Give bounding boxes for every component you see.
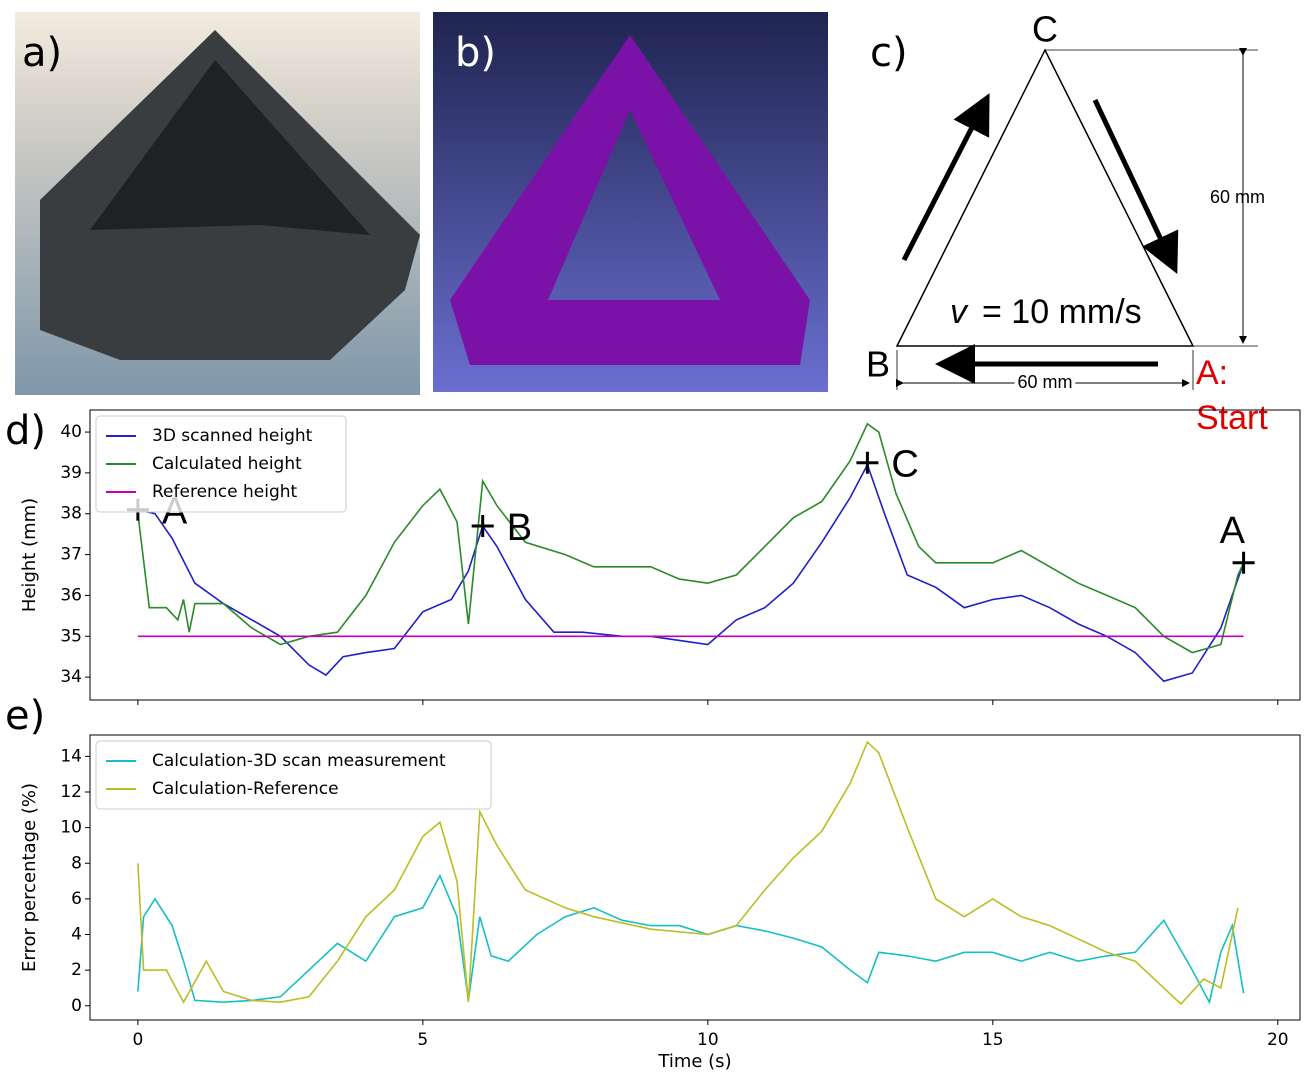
y-tick-label: 39 bbox=[60, 463, 82, 483]
legend-label: Calculated height bbox=[152, 454, 302, 474]
panel-label: b) bbox=[455, 30, 496, 76]
speed-symbol: v bbox=[950, 293, 969, 331]
y-tick-label: 10 bbox=[60, 818, 82, 838]
panel-label: a) bbox=[22, 30, 62, 76]
x-tick-label: 10 bbox=[697, 1030, 719, 1050]
legend-label: 3D scanned height bbox=[152, 426, 313, 446]
y-tick-label: 37 bbox=[60, 545, 82, 565]
y-tick-label: 6 bbox=[71, 889, 82, 909]
legend-label: Reference height bbox=[152, 482, 298, 502]
dimension-label: 60 mm bbox=[1210, 187, 1265, 207]
y-tick-label: 35 bbox=[60, 626, 82, 646]
annotation-marker bbox=[472, 515, 494, 537]
vertex-label: B bbox=[866, 344, 890, 385]
legend-label: Calculation-Reference bbox=[152, 779, 339, 799]
start-label: A: bbox=[1196, 354, 1228, 392]
start-label: Start bbox=[1196, 399, 1268, 437]
panel-label: e) bbox=[5, 693, 45, 739]
annotation-label: A bbox=[1220, 510, 1246, 552]
annotation-label: B bbox=[507, 507, 532, 549]
x-axis-label: Time (s) bbox=[657, 1051, 731, 1072]
y-axis-label: Height (mm) bbox=[19, 498, 40, 612]
y-tick-label: 36 bbox=[60, 585, 82, 605]
y-tick-label: 8 bbox=[71, 853, 82, 873]
y-tick-label: 2 bbox=[71, 960, 82, 980]
annotation-label: C bbox=[891, 444, 918, 486]
diagram bbox=[897, 50, 1258, 390]
annotation-marker bbox=[1233, 552, 1255, 574]
vertex-label: C bbox=[1032, 9, 1058, 50]
dimension-label: 60 mm bbox=[1017, 372, 1072, 392]
x-tick-label: 5 bbox=[417, 1030, 428, 1050]
y-tick-label: 38 bbox=[60, 504, 82, 524]
y-axis-label: Error percentage (%) bbox=[19, 783, 40, 972]
x-tick-label: 0 bbox=[132, 1030, 143, 1050]
y-tick-label: 40 bbox=[60, 422, 82, 442]
x-tick-label: 20 bbox=[1267, 1030, 1289, 1050]
panel-label: c) bbox=[870, 30, 908, 76]
panel-label: d) bbox=[5, 408, 46, 454]
legend-label: Calculation-3D scan measurement bbox=[152, 751, 446, 771]
y-tick-label: 34 bbox=[60, 667, 82, 687]
y-tick-label: 0 bbox=[71, 996, 82, 1016]
y-tick-label: 12 bbox=[60, 782, 82, 802]
figure: a) b) c) d) e) C B A: Start 60 mm 60 mm … bbox=[0, 0, 1304, 1073]
y-tick-label: 4 bbox=[71, 925, 82, 945]
annotation-marker bbox=[856, 452, 878, 474]
speed-text: = 10 mm/s bbox=[982, 293, 1142, 331]
y-tick-label: 14 bbox=[60, 746, 82, 766]
x-tick-label: 15 bbox=[982, 1030, 1004, 1050]
